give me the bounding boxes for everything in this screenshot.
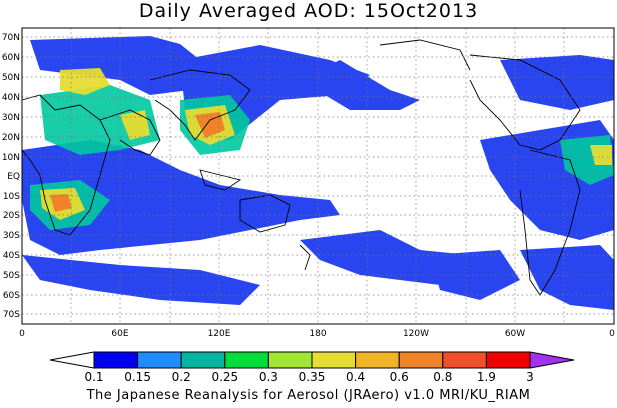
longitude-labels: 0 60E 120E 180 120W 60W 0 — [19, 329, 615, 339]
map-title: Daily Averaged AOD: 15Oct2013 — [138, 0, 479, 22]
colorbar-cell — [224, 351, 269, 369]
lat-label: 70S — [3, 310, 20, 320]
coastlines — [21, 39, 581, 296]
lat-label: 40S — [3, 251, 20, 261]
aod-field-peak — [50, 112, 225, 212]
colorbar-high-arrow — [529, 351, 575, 369]
map-panel — [21, 27, 615, 325]
colorbar-cell — [485, 351, 531, 369]
lon-label: 120W — [403, 329, 429, 339]
colorbar-label: 0.25 — [211, 370, 238, 384]
colorbar-label: 1.9 — [477, 370, 496, 384]
colorbar-labels: 0.1 0.15 0.2 0.25 0.3 0.35 0.4 0.6 0.8 1.9 3 — [84, 370, 533, 384]
colorbar-cell — [355, 351, 400, 369]
lon-label: 0 — [19, 329, 25, 339]
lat-label: 40N — [2, 93, 20, 103]
colorbar-cell — [311, 351, 357, 369]
lon-label: 60W — [505, 329, 525, 339]
lon-label: 0 — [609, 329, 615, 339]
lat-label: 10S — [3, 192, 20, 202]
colorbar-label: 0.8 — [433, 370, 452, 384]
lon-label: 180 — [309, 329, 326, 339]
lat-label: 10N — [2, 153, 20, 163]
lat-label: 50N — [2, 73, 20, 83]
lat-label: 70N — [2, 33, 20, 43]
lat-label: 30N — [2, 113, 20, 123]
lat-label: 60N — [2, 53, 20, 63]
credit-line: The Japanese Reanalysis for Aerosol (JRA… — [86, 388, 531, 403]
lat-label: 60S — [3, 291, 20, 301]
colorbar-cell — [267, 351, 313, 369]
colorbar-low-arrow — [49, 351, 95, 369]
lat-label: 20S — [3, 211, 20, 221]
colorbar-label: 0.35 — [299, 370, 326, 384]
colorbar-cell — [442, 351, 487, 369]
lat-label: 30S — [3, 231, 20, 241]
lat-label: 50S — [3, 271, 20, 281]
lat-label: EQ — [7, 172, 20, 182]
latitude-labels: 70N 60N 50N 40N 30N 20N 10N EQ 10S 20S 3… — [2, 33, 20, 320]
colorbar-label: 0.2 — [172, 370, 191, 384]
colorbar-label: 0.1 — [84, 370, 103, 384]
colorbar-cell — [180, 351, 226, 369]
colorbar-label: 0.3 — [259, 370, 278, 384]
colorbar-label: 0.6 — [390, 370, 409, 384]
colorbar-cell — [398, 351, 444, 369]
colorbar: 0.1 0.15 0.2 0.25 0.3 0.35 0.4 0.6 0.8 1.9 3 — [49, 351, 575, 384]
colorbar-label: 0.4 — [346, 370, 365, 384]
colorbar-label: 3 — [526, 370, 534, 384]
colorbar-cell — [93, 351, 139, 369]
lat-label: 20N — [2, 133, 20, 143]
colorbar-cells — [93, 351, 531, 369]
lon-label: 120E — [208, 329, 231, 339]
lon-label: 60E — [111, 329, 128, 339]
colorbar-label: 0.15 — [124, 370, 151, 384]
colorbar-cell — [137, 351, 182, 369]
